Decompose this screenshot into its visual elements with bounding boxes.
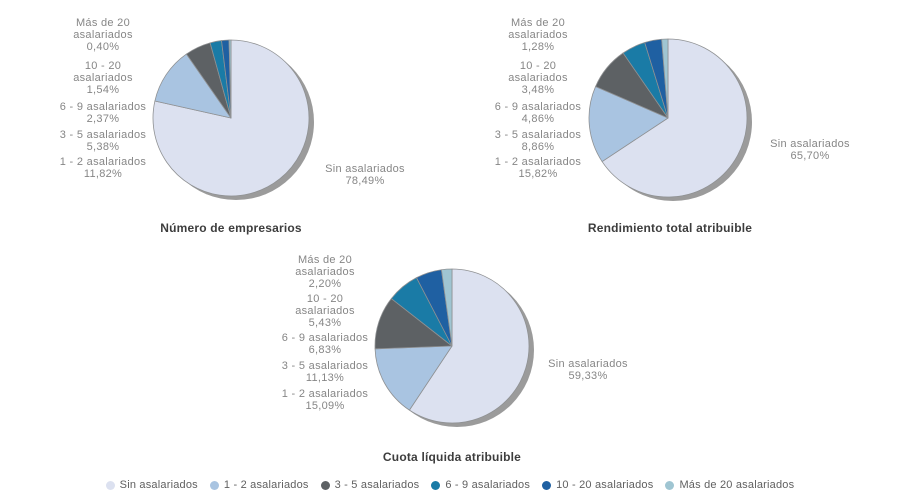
legend-label: 10 - 20 asalariados <box>556 479 654 491</box>
slice-label-line: asalariados <box>295 305 355 317</box>
slice-label-line: Más de 20 <box>297 254 353 266</box>
legend-item[interactable]: 10 - 20 asalariados <box>542 479 653 491</box>
legend-label: Sin asalariados <box>119 479 198 491</box>
slice-label-line: 3,48% <box>521 84 555 96</box>
legend-item[interactable]: Más de 20 asalariados <box>665 479 794 491</box>
slice-label-line: 1,28% <box>521 41 555 53</box>
pie-slice[interactable] <box>409 268 530 424</box>
pie-slice[interactable] <box>228 39 232 119</box>
slice-label-line: 6 - 9 asalariados <box>494 101 582 113</box>
slice-label: Más de 20 asalariados 1,28% <box>463 17 613 53</box>
pie-chart-3 <box>374 268 534 427</box>
pie-slice[interactable] <box>601 38 748 198</box>
slice-label: 10 - 20 asalariados 3,48% <box>463 60 613 96</box>
slice-label-line: asalariados <box>73 72 133 84</box>
slice-label-line: asalariados <box>508 72 568 84</box>
legend-dot-icon <box>431 480 441 490</box>
slice-label: 1 - 2 asalariados 15,09% <box>250 388 400 412</box>
slice-label-line: 10 - 20 <box>519 60 557 72</box>
slice-label-line: asalariados <box>295 266 355 278</box>
legend-label: 6 - 9 asalariados <box>445 479 531 491</box>
slice-label-line: 1 - 2 asalariados <box>281 388 369 400</box>
slice-label-line: 1 - 2 asalariados <box>494 156 582 168</box>
slice-label-line: asalariados <box>73 29 133 41</box>
slice-label-line: Sin asalariados <box>548 358 628 370</box>
slice-label: 6 - 9 asalariados 6,83% <box>250 332 400 356</box>
pie-slice[interactable] <box>374 345 453 411</box>
slice-label-line: 11,13% <box>305 372 345 384</box>
slice-label: 3 - 5 asalariados 5,38% <box>28 129 178 153</box>
sin-asalariados-label: Sin asalariados 78,49% <box>290 163 440 187</box>
slice-label: 3 - 5 asalariados 8,86% <box>463 129 613 153</box>
slice-label-line: 0,40% <box>86 41 120 53</box>
slice-label: Más de 20 asalariados 2,20% <box>250 254 400 290</box>
slice-label: 10 - 20 asalariados 1,54% <box>28 60 178 96</box>
pie-chart-1 <box>152 39 314 200</box>
slice-label-line: 5,43% <box>308 317 342 329</box>
slice-label-line: Más de 20 <box>75 17 131 29</box>
chart-title-cuota-liquida-atribuible: Cuota líquida atribuible <box>382 450 522 464</box>
pie-slice[interactable] <box>588 86 669 162</box>
legend-dot-icon <box>542 480 552 490</box>
pie-chart-2 <box>588 38 752 201</box>
slice-label-line: 59,33% <box>568 370 608 382</box>
legend-item[interactable]: 6 - 9 asalariados <box>431 479 530 491</box>
slice-label-line: 11,82% <box>83 168 123 180</box>
slice-label-line: Sin asalariados <box>770 138 850 150</box>
slice-label: 10 - 20 asalariados 5,43% <box>250 293 400 329</box>
sin-asalariados-label: Sin asalariados 65,70% <box>735 138 885 162</box>
slice-label-line: 2,20% <box>308 278 342 290</box>
legend: Sin asalariados 1 - 2 asalariados 3 - 5 as… <box>0 476 900 494</box>
pie-slice[interactable] <box>661 38 669 119</box>
legend-dot-icon <box>665 480 675 490</box>
slice-label-line: 1 - 2 asalariados <box>59 156 147 168</box>
slice-label: 6 - 9 asalariados 4,86% <box>463 101 613 125</box>
slice-label-line: 10 - 20 <box>84 60 122 72</box>
slice-label: 1 - 2 asalariados 11,82% <box>28 156 178 180</box>
slice-label-line: 3 - 5 asalariados <box>281 360 369 372</box>
legend-item[interactable]: 3 - 5 asalariados <box>320 479 420 491</box>
chart-title-numero-de-empresarios: Número de empresarios <box>160 221 302 235</box>
slice-label: 6 - 9 asalariados 2,37% <box>28 101 178 125</box>
legend-label: Más de 20 asalariados <box>679 479 795 491</box>
legend-dot-icon <box>209 480 219 490</box>
legend-dot-icon <box>320 480 330 490</box>
slice-label-line: 3 - 5 asalariados <box>59 129 147 141</box>
legend-label: 3 - 5 asalariados <box>334 479 420 491</box>
slice-label: 1 - 2 asalariados 15,82% <box>463 156 613 180</box>
slice-label-line: 6 - 9 asalariados <box>281 332 369 344</box>
slice-label-line: Sin asalariados <box>325 163 405 175</box>
slice-label-line: 65,70% <box>790 150 830 162</box>
slice-label-line: 15,09% <box>305 400 345 412</box>
chart-title-rendimiento-total-atribuible: Rendimiento total atribuible <box>587 221 753 235</box>
slice-label: Más de 20 asalariados 0,40% <box>28 17 178 53</box>
slice-label-line: 8,86% <box>521 141 555 153</box>
legend-dot-icon <box>105 480 115 490</box>
slice-label-line: 78,49% <box>345 175 385 187</box>
slice-label-line: 1,54% <box>86 84 120 96</box>
slice-label-line: asalariados <box>508 29 568 41</box>
slice-label-line: 5,38% <box>86 141 120 153</box>
legend-item[interactable]: 1 - 2 asalariados <box>209 479 309 491</box>
slice-label-line: 2,37% <box>86 113 120 125</box>
slice-label: 3 - 5 asalariados 11,13% <box>250 360 400 384</box>
slice-label-line: 4,86% <box>521 113 555 125</box>
slice-label-line: 10 - 20 <box>306 293 344 305</box>
slice-label-line: 15,82% <box>518 168 558 180</box>
slice-label-line: 6 - 9 asalariados <box>59 101 147 113</box>
legend-item[interactable]: Sin asalariados <box>105 479 198 491</box>
sin-asalariados-label: Sin asalariados 59,33% <box>513 358 663 382</box>
slice-label-line: 3 - 5 asalariados <box>494 129 582 141</box>
legend-label: 1 - 2 asalariados <box>223 479 309 491</box>
slice-label-line: Más de 20 <box>510 17 566 29</box>
slice-label-line: 6,83% <box>308 344 342 356</box>
pie-slice[interactable] <box>441 268 453 347</box>
